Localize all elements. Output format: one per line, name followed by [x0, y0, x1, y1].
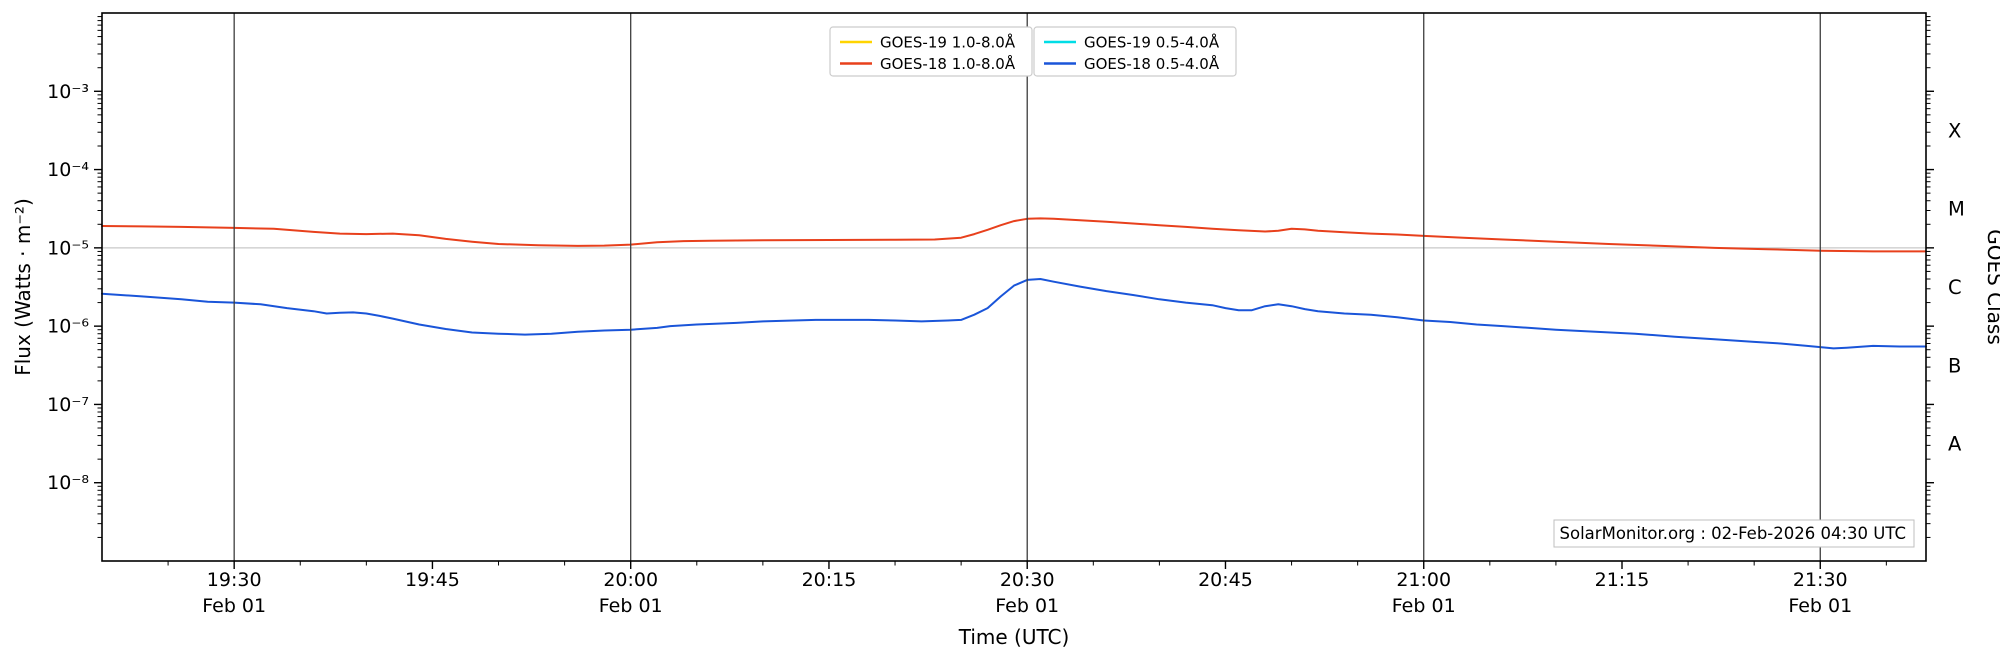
goes-class-letter: M — [1948, 198, 1965, 221]
y-tick-label: 10⁻⁴ — [47, 159, 89, 181]
legend-label: GOES-18 1.0-8.0Å — [880, 54, 1016, 73]
vertical-gridlines — [233, 13, 1821, 561]
x-tick-label: 21:00 — [1396, 569, 1451, 591]
goes-class-letter: A — [1948, 433, 1962, 456]
legend-box: GOES-19 1.0-8.0Å GOES-18 1.0-8.0Å — [829, 26, 1033, 77]
x-tick-label: 19:30 — [207, 569, 262, 591]
x-tick-label: 20:15 — [802, 569, 857, 591]
legend-label: GOES-19 1.0-8.0Å — [880, 33, 1016, 52]
x-tick-date-label: Feb 01 — [599, 595, 663, 617]
legend-box: GOES-19 0.5-4.0Å GOES-18 0.5-4.0Å — [1033, 26, 1237, 77]
x-tick-date-label: Feb 01 — [1788, 595, 1852, 617]
x-tick-label: 19:45 — [405, 569, 460, 591]
y-tick-label: 10⁻⁵ — [47, 237, 89, 259]
goes-class-letter: C — [1948, 276, 1962, 299]
x-tick-date-label: Feb 01 — [202, 595, 266, 617]
x-tick-label: 21:30 — [1793, 569, 1848, 591]
legend-frame — [829, 26, 1033, 77]
x-tick-label: 21:15 — [1595, 569, 1650, 591]
x-tick-label: 20:30 — [1000, 569, 1055, 591]
goes-class-letter: B — [1948, 354, 1961, 377]
legend-frame — [1033, 26, 1237, 77]
goes-class-scale: X M C B A — [1948, 119, 1965, 455]
series-line-1 — [101, 217, 1927, 253]
y-tick-label: 10⁻⁷ — [47, 394, 89, 416]
legend-label: GOES-18 0.5-4.0Å — [1084, 54, 1220, 73]
series-line-3 — [101, 278, 1927, 350]
y-axis-right-title: GOES Class — [1983, 229, 2000, 345]
x-axis-title: Time (UTC) — [958, 625, 1070, 649]
watermark-box — [1553, 519, 1915, 548]
x-tick-label: 20:45 — [1198, 569, 1253, 591]
y-axis-title: Flux (Watts · m⁻²) — [11, 198, 35, 376]
x-axis: 19:30 Feb 01 19:45 20:00 Feb 01 20:15 20:30 Feb… — [167, 561, 1887, 617]
legend-label: GOES-19 0.5-4.0Å — [1084, 33, 1220, 52]
x-tick-date-label: Feb 01 — [995, 595, 1059, 617]
x-tick-date-label: Feb 01 — [1392, 595, 1456, 617]
watermark-text: SolarMonitor.org : 02-Feb-2026 04:30 UTC — [1560, 524, 1906, 543]
y-tick-label: 10⁻³ — [47, 81, 89, 103]
x-tick-label: 20:00 — [603, 569, 658, 591]
y-tick-label: 10⁻⁸ — [47, 472, 89, 494]
series-layer — [101, 217, 1927, 350]
y-axis: 10⁻³ 10⁻⁴ 10⁻⁵ 10⁻⁶ 10⁻⁷ 10⁻⁸ — [47, 16, 1934, 538]
y-tick-label: 10⁻⁶ — [47, 316, 89, 338]
plot-frame — [101, 12, 1927, 562]
goes-class-letter: X — [1948, 119, 1961, 142]
